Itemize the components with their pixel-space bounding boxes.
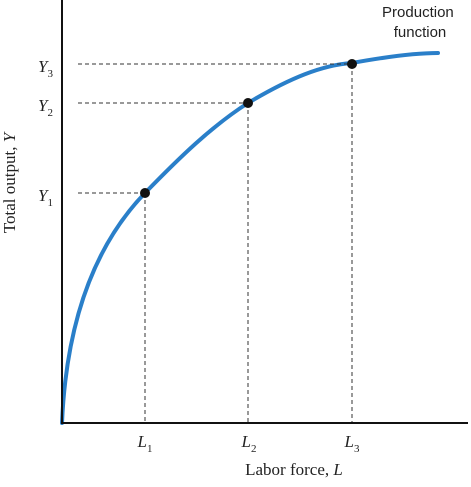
- y-axis-title: Total output, Y: [0, 131, 19, 233]
- y-tick-label-2: Y2: [38, 96, 53, 119]
- production-function-curve: [60, 51, 440, 425]
- curve-label-line1: Production: [382, 4, 454, 21]
- point-l1-y1: [140, 188, 150, 198]
- x-axis-title: Labor force, L: [245, 460, 343, 479]
- y-tick-label-1: Y1: [38, 186, 53, 209]
- curve-label-line2: function: [394, 24, 447, 41]
- x-tick-label-3: L3: [344, 432, 360, 455]
- point-l2-y2: [243, 98, 253, 108]
- x-tick-label-1: L1: [137, 432, 153, 455]
- guide-lines: [78, 63, 353, 423]
- point-l3-y3: [347, 59, 357, 69]
- curve-points: [140, 59, 357, 198]
- curve-label: Production function: [382, 4, 458, 41]
- axes: [61, 0, 468, 424]
- x-tick-label-2: L2: [241, 432, 257, 455]
- y-tick-label-3: Y3: [38, 57, 53, 80]
